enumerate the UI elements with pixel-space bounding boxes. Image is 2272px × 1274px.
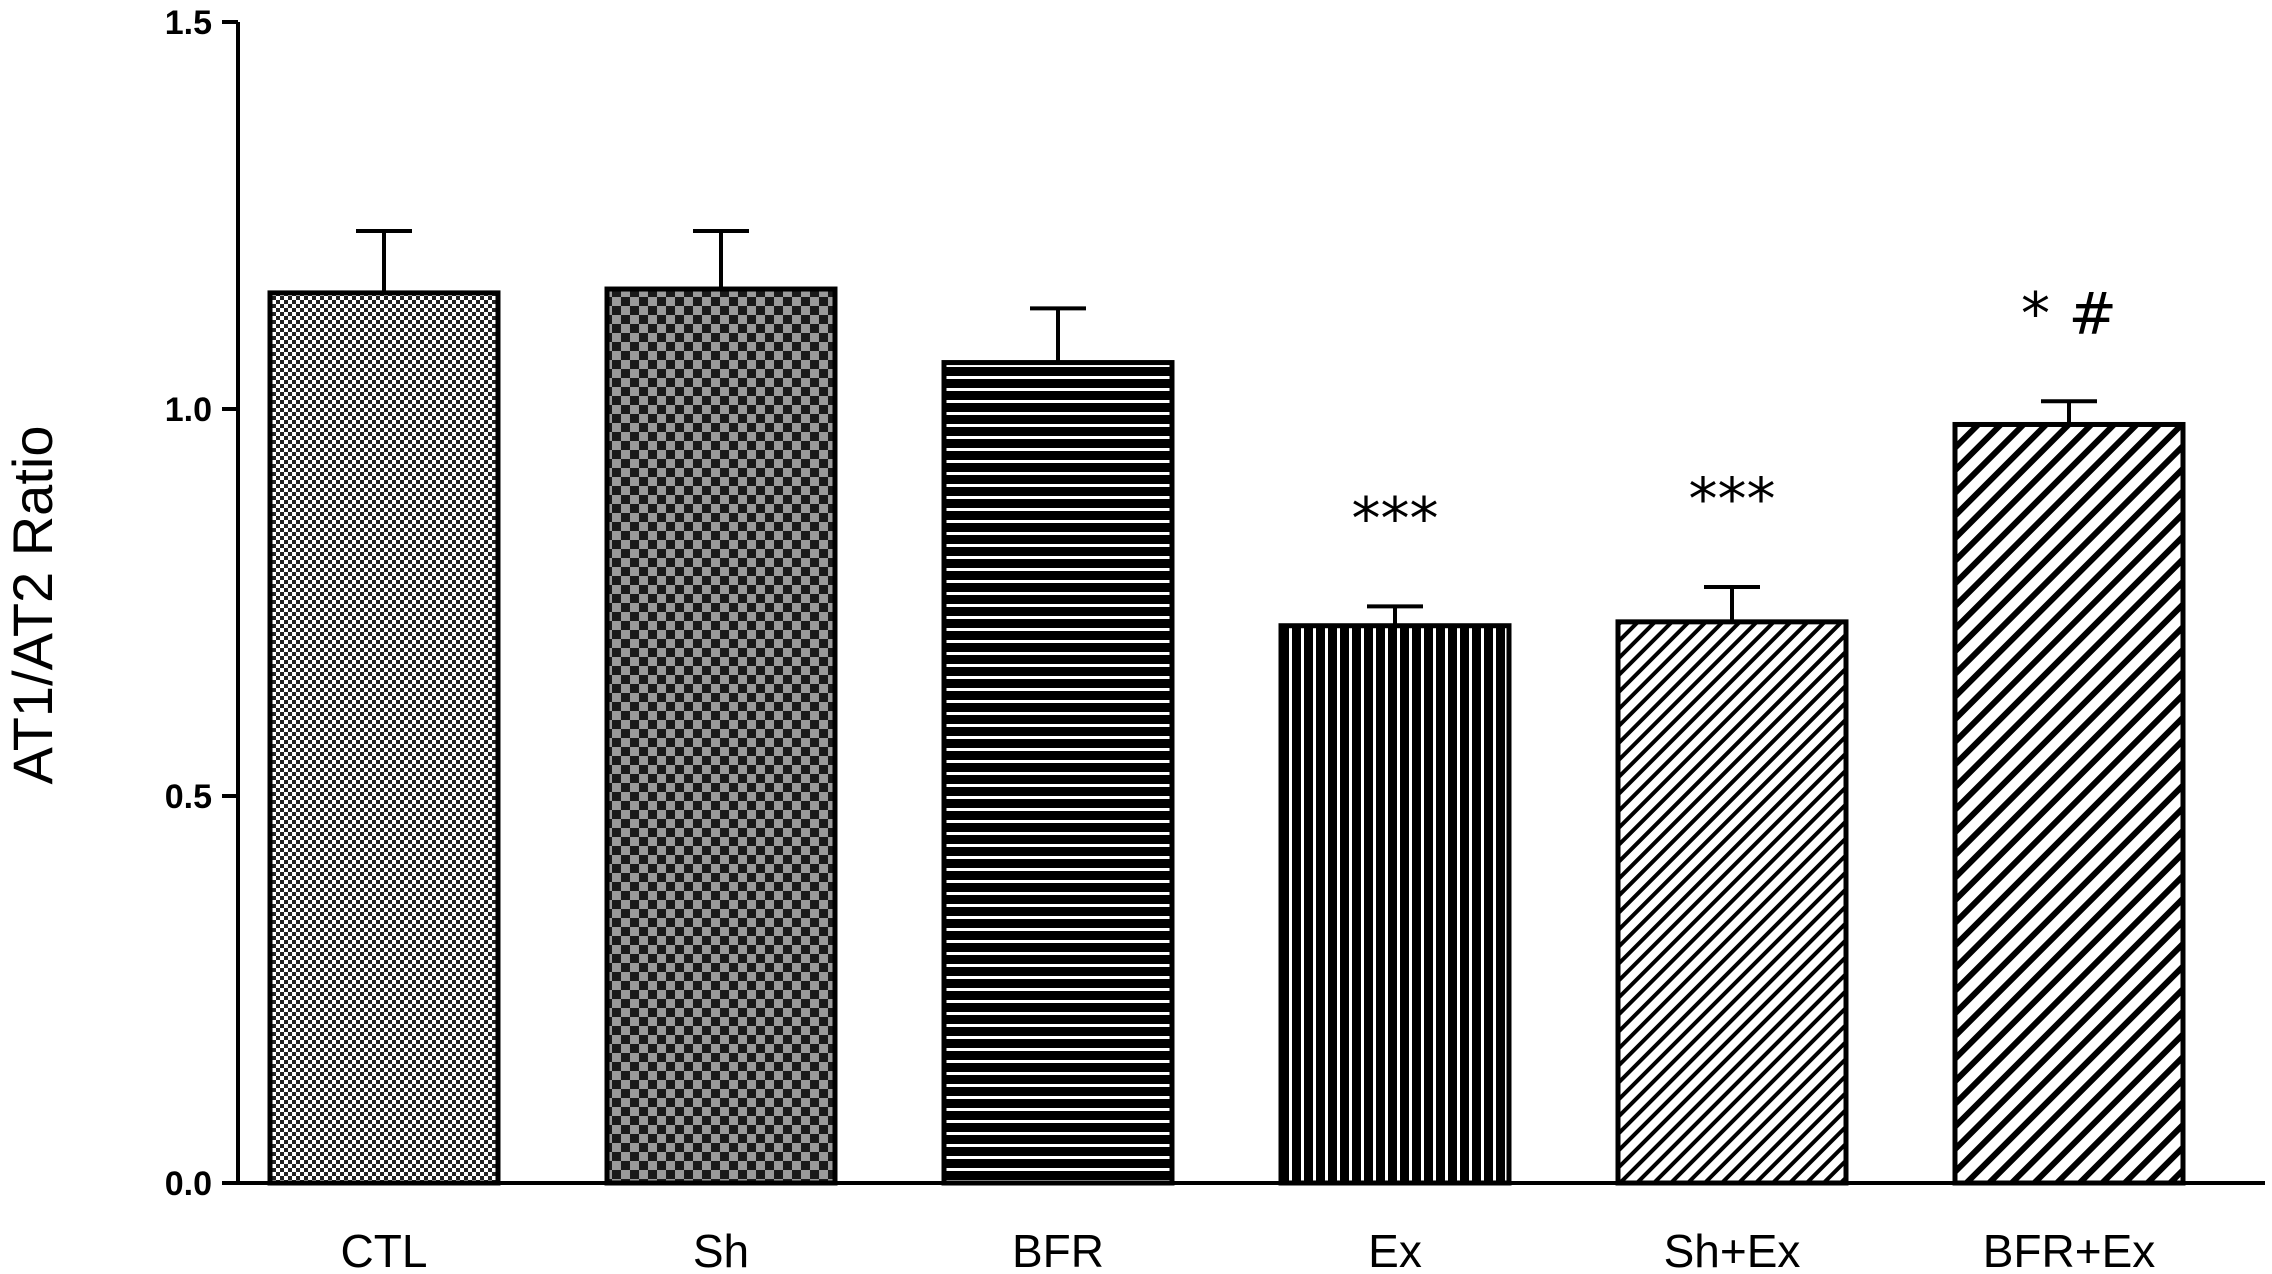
bar-ex <box>1278 623 1512 1186</box>
bar-sh-ex <box>1615 619 1849 1186</box>
significance-markers: *** *** * # <box>1352 279 2118 552</box>
axes <box>236 22 2265 1185</box>
bar-bfr <box>941 360 1175 1186</box>
x-tick-label: Ex <box>1368 1225 1422 1274</box>
significance-marker: *** <box>1352 484 1439 552</box>
y-tick-label: 1.0 <box>165 391 212 429</box>
x-axis-labels: CTL Sh BFR Ex Sh+Ex BFR+Ex <box>341 1225 2156 1274</box>
bars <box>267 286 2186 1186</box>
y-axis-ticks: 0.0 0.5 1.0 1.5 <box>165 4 238 1203</box>
y-tick-label: 0.0 <box>165 1165 212 1203</box>
x-tick-label: Sh+Ex <box>1664 1225 1801 1274</box>
significance-marker: *** <box>1689 465 1776 533</box>
y-tick-label: 0.5 <box>165 778 212 816</box>
significance-marker: * # <box>2021 279 2117 347</box>
y-tick-label: 1.5 <box>165 4 212 42</box>
x-tick-label: Sh <box>693 1225 749 1274</box>
error-bars <box>356 228 2097 626</box>
x-tick-label: BFR <box>1012 1225 1104 1274</box>
bar-bfr-ex <box>1952 421 2186 1186</box>
bar-ctl <box>267 290 501 1186</box>
y-axis-title: AT1/AT2 Ratio <box>1 426 64 785</box>
bar-sh <box>604 286 838 1186</box>
x-tick-label: CTL <box>341 1225 428 1274</box>
x-tick-label: BFR+Ex <box>1983 1225 2156 1274</box>
